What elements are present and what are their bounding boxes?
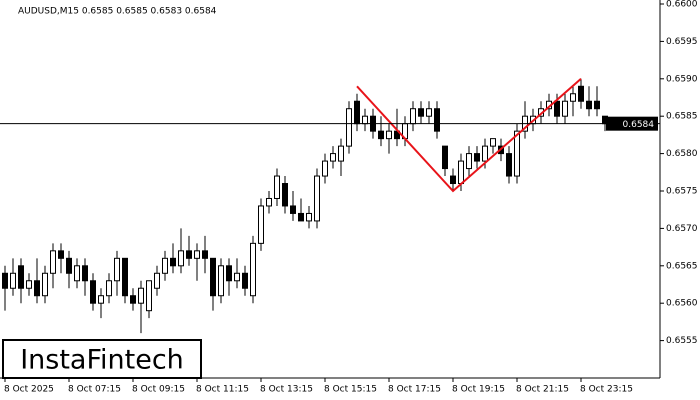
candle-body [298,212,304,222]
candle-body [330,153,336,162]
y-tick-label: 0.6600 [666,0,698,10]
candle-body [450,175,456,185]
candle-body [122,257,128,297]
candle-body [210,257,216,297]
x-tick-label: 8 Oct 09:15 [132,385,185,395]
logo-box [2,339,202,379]
x-tick-label: 8 Oct 11:15 [196,385,249,395]
candle-body [106,280,112,297]
candle-body [594,100,600,110]
candle-body [306,212,312,222]
candle-body [554,100,560,117]
candle-body [218,265,224,297]
candle-body [458,160,464,185]
candle-body [130,295,136,304]
candle-body [514,130,520,177]
candle-body [266,197,272,207]
logo: InstaFintech [20,345,184,376]
y-tick-label: 0.6580 [666,149,698,159]
candle-body [2,272,8,289]
x-tick-label: 8 Oct 2025 [4,385,54,395]
y-tick-label: 0.6570 [666,224,698,234]
y-tick-label: 0.6585 [666,112,698,122]
candle-body [466,153,472,170]
candle-body [338,145,344,162]
candle-body [410,108,416,125]
price-label: 0.6584 [623,120,655,130]
candle-body [58,250,64,259]
candle-body [442,145,448,170]
candle-body [282,183,288,207]
candle-body [18,265,24,289]
candle-body [482,145,488,162]
candle-body [586,100,592,110]
candle-body [418,108,424,117]
y-tick-label: 0.6555 [666,336,698,346]
candle-body [578,85,584,102]
candle-body [154,272,160,289]
candle-body [362,115,368,125]
candle-body [178,250,184,267]
candle-body [90,280,96,304]
y-tick-label: 0.6595 [666,37,698,47]
candle-body [10,272,16,289]
candle-body [506,153,512,177]
candle-body [186,250,192,259]
candle-body [346,108,352,147]
candle-body [138,287,144,304]
candle-body [322,160,328,177]
x-tick-label: 8 Oct 21:15 [516,385,569,395]
candle-body [162,257,168,274]
candle-body [234,272,240,282]
y-tick-label: 0.6575 [666,187,698,197]
candle-body [50,250,56,274]
candle-body [26,280,32,289]
candle-body [146,280,152,312]
candle-body [290,205,296,214]
candle-body [98,295,104,304]
pattern-line [356,78,582,193]
x-tick-label: 8 Oct 07:15 [68,385,121,395]
candle-body [170,257,176,267]
candle-body [194,250,200,259]
candle-body [570,93,576,102]
y-tick-label: 0.6565 [666,261,698,271]
y-tick-label: 0.6590 [666,74,698,84]
candle-body [434,108,440,132]
candle-body [74,265,80,282]
candle-body [226,265,232,282]
candle-body [386,130,392,140]
x-tick-label: 8 Oct 15:15 [324,385,377,395]
candle-body [378,130,384,140]
chart-header: AUDUSD,M15 0.6585 0.6585 0.6583 0.6584 [18,7,217,17]
candle-body [66,257,72,274]
candle-body [42,272,48,297]
candle-body [474,153,480,162]
x-tick-label: 8 Oct 17:15 [388,385,441,395]
candle-body [490,138,496,147]
x-tick-label: 8 Oct 19:15 [452,385,505,395]
price-label-box [606,116,658,131]
candle-body [114,257,120,282]
candle-body [562,100,568,117]
y-tick-label: 0.6560 [666,299,698,309]
candle-body [274,175,280,199]
candle-body [426,108,432,117]
candle-body [250,242,256,297]
candle-body [82,265,88,282]
candle-body [242,272,248,289]
x-tick-label: 8 Oct 13:15 [260,385,313,395]
candle-body [202,250,208,259]
x-tick-label: 8 Oct 23:15 [580,385,633,395]
candle-body [314,175,320,222]
candle-body [354,100,360,125]
candle-body [34,280,40,297]
candle-body [258,205,264,244]
